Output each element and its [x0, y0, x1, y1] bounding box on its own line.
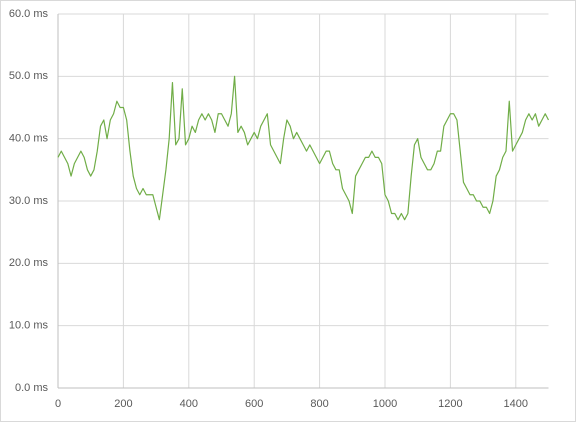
y-tick-label: 0.0 ms [15, 382, 49, 394]
x-tick-label: 200 [114, 398, 132, 410]
y-tick-label: 40.0 ms [9, 133, 49, 145]
x-tick-label: 1000 [373, 398, 397, 410]
x-tick-label: 800 [310, 398, 328, 410]
y-tick-label: 10.0 ms [9, 320, 49, 332]
x-tick-label: 0 [55, 398, 61, 410]
x-tick-label: 1200 [438, 398, 462, 410]
y-tick-label: 30.0 ms [9, 195, 49, 207]
data-line [57, 75, 550, 221]
x-tick-label: 1400 [504, 398, 528, 410]
x-tick-label: 400 [180, 398, 198, 410]
y-tick-label: 50.0 ms [9, 70, 49, 82]
y-tick-label: 60.0 ms [9, 8, 49, 20]
x-tick-label: 600 [245, 398, 263, 410]
chart-border [0, 0, 576, 422]
y-tick-label: 20.0 ms [9, 257, 49, 269]
